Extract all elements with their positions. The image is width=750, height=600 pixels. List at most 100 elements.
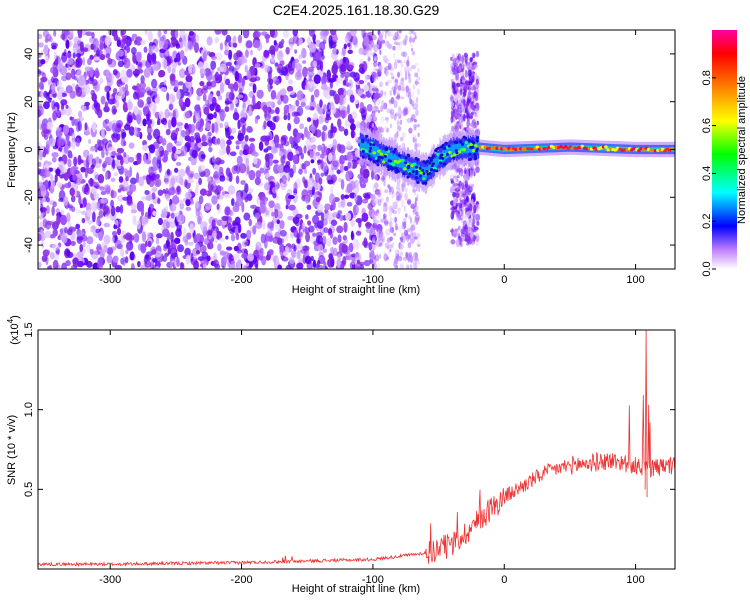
heatmap-cell	[410, 30, 414, 34]
heatmap-cell	[157, 217, 163, 226]
heatmap-cell	[240, 117, 247, 124]
heatmap-cell	[144, 30, 149, 36]
heatmap-cell	[375, 44, 380, 52]
heatmap-cell	[394, 78, 399, 87]
heatmap-cell	[38, 109, 42, 118]
heatmap-cell	[199, 188, 207, 196]
heatmap-cell	[166, 92, 170, 102]
heatmap-cell	[189, 135, 195, 143]
heatmap-cell	[164, 50, 170, 56]
heatmap-cell	[93, 99, 98, 109]
heatmap-cell	[103, 244, 108, 254]
heatmap-cell	[471, 149, 476, 153]
heatmap-cell	[475, 92, 478, 102]
heatmap-cell	[566, 146, 570, 151]
heatmap-cell	[379, 198, 382, 204]
heatmap-cell	[239, 121, 247, 128]
heatmap-cell	[224, 106, 230, 113]
heatmap-cell	[110, 205, 116, 217]
heatmap-cell	[378, 148, 380, 159]
heatmap-cell	[362, 168, 370, 179]
heatmap-cell	[465, 169, 470, 179]
heatmap-cell	[44, 179, 49, 187]
heatmap-cell	[457, 65, 462, 72]
heatmap-cell	[232, 35, 237, 43]
heatmap-cell	[133, 39, 138, 45]
heatmap-cell	[199, 68, 206, 77]
heatmap-cell	[43, 90, 48, 98]
heatmap-cell	[338, 177, 342, 183]
heatmap-cell	[129, 166, 133, 177]
heatmap-cell	[408, 30, 413, 35]
heatmap-cell	[141, 231, 147, 243]
heatmap-cell	[457, 202, 462, 207]
heatmap-cell	[411, 162, 413, 175]
heatmap-cell	[167, 247, 172, 255]
heatmap-cell	[371, 201, 377, 206]
heatmap-cell	[323, 104, 328, 112]
heatmap-cell	[452, 191, 456, 198]
heatmap-cell	[392, 210, 397, 215]
heatmap-cell	[236, 249, 242, 254]
heatmap-cell	[346, 151, 353, 162]
heatmap-cell	[414, 259, 420, 265]
heatmap-cell	[114, 239, 122, 249]
heatmap-cell	[382, 213, 386, 220]
heatmap-cell	[535, 145, 540, 149]
heatmap-cell	[329, 89, 335, 97]
heatmap-cell	[450, 178, 454, 182]
heatmap-cell	[69, 187, 75, 197]
heatmap-cell	[60, 209, 65, 216]
heatmap-cell	[351, 256, 356, 265]
heatmap-cell	[235, 145, 240, 150]
heatmap-cell	[147, 152, 152, 161]
heatmap-cell	[229, 151, 237, 157]
heatmap-cell	[109, 73, 114, 83]
heatmap-cell	[222, 146, 226, 155]
heatmap-cell	[148, 166, 154, 176]
heatmap-cell	[265, 36, 269, 44]
heatmap-cell	[289, 257, 295, 264]
heatmap-cell	[467, 83, 472, 92]
heatmap-cell	[55, 208, 60, 214]
heatmap-cell	[193, 260, 200, 269]
heatmap-cell	[162, 228, 170, 238]
heatmap-cell	[218, 237, 225, 242]
heatmap-cell	[146, 232, 151, 239]
heatmap-cell	[216, 90, 221, 97]
heatmap-cell	[69, 153, 73, 159]
heatmap-cell	[61, 262, 67, 269]
heatmap-cell	[66, 228, 73, 236]
heatmap-cell	[42, 101, 50, 110]
heatmap-cell	[395, 133, 399, 139]
heatmap-cell	[38, 161, 42, 167]
heatmap-cell	[44, 250, 50, 255]
heatmap-cell	[373, 44, 379, 53]
heatmap-cell	[409, 161, 411, 173]
heatmap-cell	[53, 51, 57, 60]
heatmap-cell	[416, 231, 421, 237]
heatmap-cell	[475, 241, 479, 247]
heatmap-cell	[367, 56, 371, 62]
heatmap-cell	[214, 30, 222, 35]
heatmap-cell	[38, 233, 42, 242]
heatmap-cell	[346, 89, 354, 96]
heatmap-cell	[255, 241, 262, 251]
heatmap-cell	[207, 230, 214, 236]
heatmap-cell	[414, 62, 419, 68]
heatmap-cell	[166, 243, 171, 250]
heatmap-cell	[279, 88, 287, 96]
heatmap-cell	[403, 229, 409, 237]
heatmap-cell	[254, 63, 261, 68]
heatmap-cell	[437, 155, 439, 165]
heatmap-cell	[392, 153, 394, 166]
heatmap-cell	[375, 88, 379, 95]
heatmap-cell	[70, 166, 75, 175]
heatmap-cell	[356, 120, 360, 129]
heatmap-cell	[125, 176, 129, 182]
heatmap-cell	[337, 76, 344, 84]
heatmap-cell	[377, 149, 381, 153]
heatmap-cell	[324, 203, 331, 211]
heatmap-cell	[190, 124, 194, 136]
heatmap-cell	[464, 61, 467, 67]
